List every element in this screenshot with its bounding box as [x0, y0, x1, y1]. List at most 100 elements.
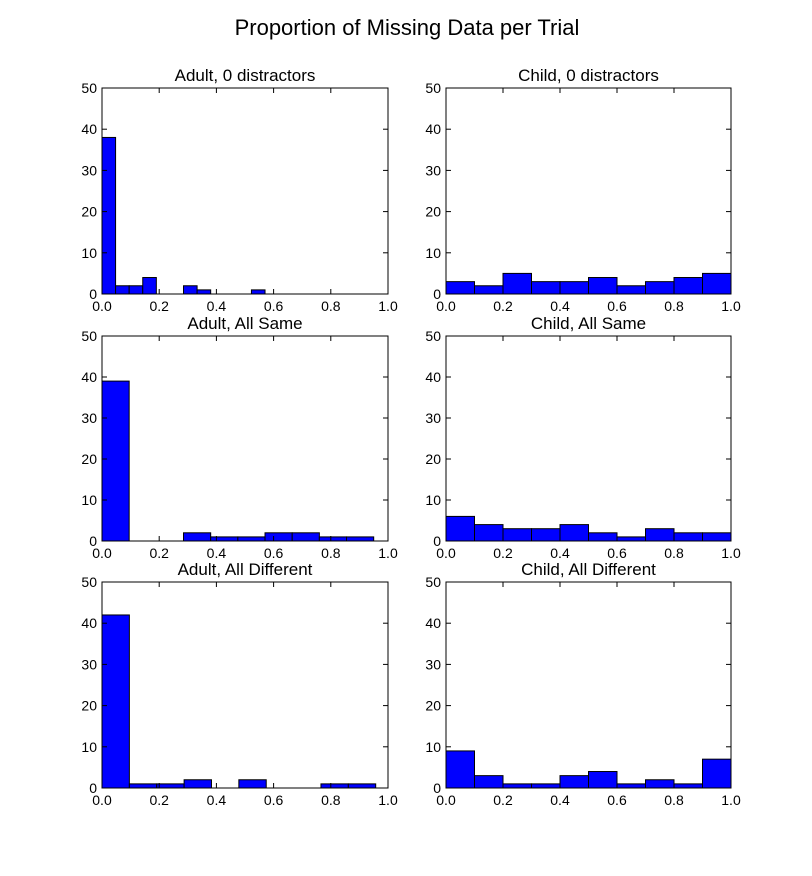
panel-child-0-distractors: Child, 0 distractors 0.0 0.2 0.4 0.6 0.8 1.0 0 1… — [425, 66, 741, 314]
x-tick-label: 0.4 — [550, 298, 570, 314]
bar — [346, 536, 375, 542]
bar — [616, 536, 646, 542]
y-tick-label: 0 — [89, 286, 97, 302]
x-tick-label: 1.0 — [721, 792, 741, 808]
y-tick-label: 40 — [81, 369, 97, 385]
panel-title: Adult, All Different — [178, 560, 313, 579]
bar — [588, 532, 618, 542]
y-tick-label: 10 — [425, 739, 441, 755]
y-tick-label: 10 — [81, 492, 97, 508]
bar — [128, 285, 144, 295]
y-tick-label: 0 — [89, 533, 97, 549]
panel-child-all-different: Child, All Different 0.0 0.2 0.4 0.6 0.8 1.0 0 1… — [425, 560, 741, 808]
x-tick-label: 1.0 — [721, 545, 741, 561]
bar — [128, 783, 158, 789]
panel-title: Child, All Different — [521, 560, 656, 579]
y-tick-label: 30 — [425, 656, 441, 672]
panel-adult-all-same: Adult, All Same 0.0 0.2 0.4 0.6 0.8 1.0 0 10 20 30… — [81, 314, 398, 561]
x-tick-label: 0.8 — [664, 792, 684, 808]
panel-title: Adult, 0 distractors — [175, 66, 316, 85]
bar — [673, 532, 703, 542]
y-tick-label: 20 — [425, 451, 441, 467]
panel-title: Child, All Same — [531, 314, 646, 333]
bar — [673, 277, 703, 295]
y-tick-label: 30 — [425, 410, 441, 426]
bar — [347, 783, 377, 789]
bar — [445, 281, 475, 295]
x-tick-label: 0.2 — [149, 545, 169, 561]
x-tick-label: 0.4 — [207, 792, 227, 808]
bar — [196, 289, 212, 295]
axes-frame — [445, 581, 732, 789]
x-tick-label: 0.0 — [92, 298, 112, 314]
x-tick-label: 0.2 — [493, 792, 513, 808]
x-tick-label: 1.0 — [721, 298, 741, 314]
x-tick-label: 0.0 — [92, 792, 112, 808]
x-tick-label: 1.0 — [378, 298, 398, 314]
bar — [474, 285, 504, 295]
bar — [531, 281, 561, 295]
bar — [101, 380, 130, 542]
x-tick-label: 0.6 — [264, 298, 284, 314]
y-tick-label: 20 — [425, 204, 441, 220]
y-tick-label: 40 — [425, 369, 441, 385]
x-tick-label: 0.6 — [264, 792, 284, 808]
y-tick-label: 10 — [425, 245, 441, 261]
bar — [559, 524, 589, 542]
bar — [702, 272, 732, 295]
bar — [616, 783, 646, 789]
bar — [445, 515, 475, 542]
bar — [445, 750, 475, 789]
bar — [588, 277, 618, 295]
bar — [616, 285, 646, 295]
bar — [531, 783, 561, 789]
bar — [250, 289, 266, 295]
axes-frame — [445, 335, 732, 542]
x-tick-label: 0.8 — [664, 298, 684, 314]
bar — [559, 775, 589, 789]
bar — [237, 536, 266, 542]
bar — [101, 614, 130, 789]
bar — [474, 524, 504, 542]
bar — [183, 285, 198, 295]
bar — [320, 783, 349, 789]
x-tick-label: 0.2 — [149, 792, 169, 808]
y-tick-label: 20 — [81, 451, 97, 467]
x-tick-label: 0.0 — [436, 298, 456, 314]
bar — [702, 532, 732, 542]
bar — [645, 281, 675, 295]
bar — [264, 532, 293, 542]
y-tick-label: 0 — [433, 780, 441, 796]
y-tick-label: 50 — [425, 80, 441, 96]
axes-frame — [101, 335, 389, 542]
y-tick-label: 10 — [81, 245, 97, 261]
bar — [238, 779, 267, 789]
x-tick-label: 0.8 — [321, 545, 341, 561]
x-tick-label: 0.0 — [92, 545, 112, 561]
bar — [502, 783, 532, 789]
panel-child-all-same: Child, All Same 0.0 0.2 0.4 0.6 0.8 1.0 0 10 20 30… — [425, 314, 741, 561]
y-tick-label: 30 — [81, 656, 97, 672]
panel-grid: Adult, 0 distractors 0.0 0.2 0.4 0.6 0.8 1.0 0 1… — [81, 66, 741, 808]
y-tick-label: 20 — [425, 698, 441, 714]
x-tick-label: 0.2 — [493, 545, 513, 561]
x-tick-label: 0.4 — [207, 298, 227, 314]
bar — [588, 771, 618, 789]
panel-title: Adult, All Same — [187, 314, 302, 333]
y-tick-label: 40 — [425, 121, 441, 137]
y-tick-label: 50 — [425, 574, 441, 590]
y-tick-label: 40 — [425, 615, 441, 631]
x-tick-label: 0.0 — [436, 545, 456, 561]
bar — [559, 281, 589, 295]
x-tick-label: 0.4 — [550, 545, 570, 561]
bar — [183, 532, 212, 542]
y-tick-label: 10 — [425, 492, 441, 508]
bar — [156, 783, 185, 789]
x-tick-label: 0.6 — [607, 298, 627, 314]
y-tick-label: 50 — [81, 574, 97, 590]
bar — [142, 277, 157, 295]
y-tick-label: 0 — [89, 780, 97, 796]
bar — [645, 528, 675, 542]
bar — [502, 528, 532, 542]
